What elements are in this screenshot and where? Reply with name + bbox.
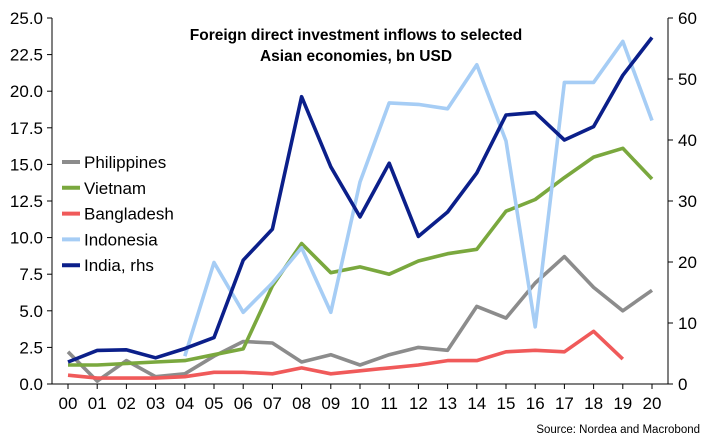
source-note: Source: Nordea and Macrobond [536,424,700,436]
x-tick-label: 20 [643,394,662,413]
legend-label-india-rhs: India, rhs [84,256,154,275]
legend-label-philippines: Philippines [84,153,166,172]
x-tick-label: 17 [555,394,574,413]
series-line-indonesia [183,39,654,357]
left-tick-label: 0.0 [19,375,43,394]
left-tick-label: 7.5 [19,265,43,284]
left-tick-label: 2.5 [19,338,43,357]
right-tick-label: 0 [678,375,687,394]
x-tick-label: 18 [584,394,603,413]
legend: Philippines Vietnam Bangladesh Indonesia Ind… [62,153,174,275]
legend-label-vietnam: Vietnam [84,179,146,198]
x-tick-label: 15 [497,394,516,413]
right-tick-label: 20 [678,253,697,272]
x-tick-label: 11 [380,394,398,413]
x-tick-label: 09 [321,394,340,413]
x-tick-label: 03 [146,394,165,413]
legend-label-bangladesh: Bangladesh [84,205,174,224]
chart-title-line-2: Asian economies, bn USD [260,48,452,65]
left-tick-label: 10.0 [10,229,43,248]
x-tick-label: 05 [205,394,224,413]
right-tick-label: 40 [678,131,697,150]
left-tick-label: 17.5 [10,119,43,138]
x-tick-label: 19 [613,394,632,413]
x-tick-label: 12 [409,394,428,413]
legend-label-indonesia: Indonesia [84,230,158,249]
right-tick-label: 10 [678,314,697,333]
x-tick-label: 10 [351,394,370,413]
series-line-india-rhs [67,36,654,364]
right-axis-ticks: 0 10 20 30 40 50 60 [668,9,697,394]
x-tick-label: 08 [292,394,311,413]
right-tick-label: 30 [678,192,697,211]
left-tick-label: 20.0 [10,82,43,101]
right-tick-label: 60 [678,9,697,28]
series-line-bangladesh [67,329,625,380]
series-line-philippines [66,254,654,383]
left-tick-label: 25.0 [10,9,43,28]
x-tick-label: 07 [263,394,282,413]
x-tick-label: 00 [59,394,78,413]
x-tick-label: 06 [234,394,253,413]
left-tick-label: 5.0 [19,302,43,321]
left-tick-label: 12.5 [10,192,43,211]
x-tick-label: 02 [117,394,136,413]
series-line-vietnam [68,146,654,367]
left-tick-label: 22.5 [10,46,43,65]
x-tick-label: 13 [438,394,457,413]
x-axis-ticks: 00 01 02 03 04 05 06 07 08 09 10 11 12 13 14 15 16 17 18 19… [59,384,662,413]
x-tick-label: 04 [175,394,194,413]
x-tick-label: 01 [88,394,107,413]
x-tick-label: 14 [467,394,486,413]
chart-title-line-1: Foreign direct investment inflows to sel… [190,27,522,44]
x-tick-label: 16 [526,394,545,413]
left-axis-ticks: 0.0 2.5 5.0 7.5 10.0 12.5 15.0 17.5 20.0 22.5 25.0 [10,9,52,394]
left-tick-label: 15.0 [10,155,43,174]
series-lines [66,36,654,383]
right-tick-label: 50 [678,70,697,89]
